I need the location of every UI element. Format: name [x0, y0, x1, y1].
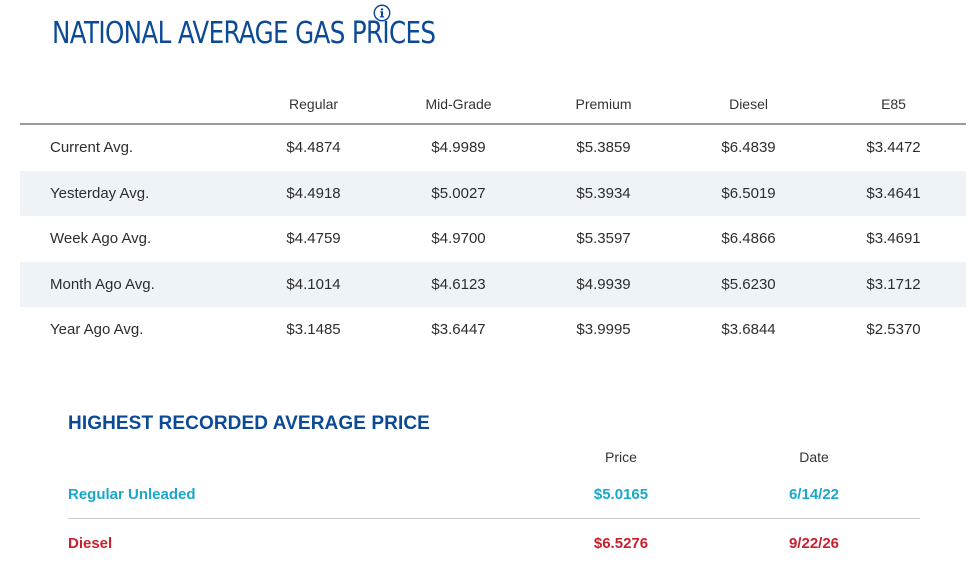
price-table: Regular Mid-Grade Premium Diesel E85 Cur… [20, 85, 966, 353]
column-header-e85: E85 [881, 96, 906, 112]
price-cell: $4.4759 [286, 230, 341, 248]
price-cell: $4.9989 [431, 139, 486, 157]
record-price: $6.5276 [593, 534, 649, 552]
page-title: NATIONAL AVERAGE GAS PRICES [52, 16, 436, 51]
price-cell: $5.3859 [576, 139, 631, 157]
table-row: Month Ago Avg. $4.1014 $4.6123 $4.9939 $… [20, 261, 966, 307]
column-header-date: Date [799, 449, 829, 465]
price-cell: $4.9939 [576, 275, 631, 293]
price-cell: $2.5370 [866, 321, 921, 339]
price-cell: $4.4874 [286, 139, 341, 157]
price-cell: $6.5019 [721, 184, 776, 202]
column-header-diesel: Diesel [729, 96, 768, 112]
title-area: NATIONAL AVERAGE GAS PRICES [52, 8, 520, 60]
table-row: Current Avg. $4.4874 $4.9989 $5.3859 $6.… [20, 125, 966, 171]
row-label: Current Avg. [50, 139, 134, 157]
price-cell: $3.6447 [431, 321, 486, 339]
record-row-regular-unleaded: Regular Unleaded $5.0165 6/14/22 [68, 470, 920, 519]
price-cell: $5.0027 [431, 184, 486, 202]
record-label: Regular Unleaded [68, 485, 196, 503]
price-cell: $3.4691 [866, 230, 921, 248]
price-cell: $5.3597 [576, 230, 631, 248]
row-label: Month Ago Avg. [50, 275, 155, 293]
price-cell: $6.4866 [721, 230, 776, 248]
price-cell: $3.6844 [721, 321, 776, 339]
price-cell: $3.1712 [866, 275, 921, 293]
price-cell: $4.4918 [286, 184, 341, 202]
table-row: Year Ago Avg. $3.1485 $3.6447 $3.9995 $3… [20, 307, 966, 353]
price-cell: $3.1485 [286, 321, 341, 339]
row-label: Week Ago Avg. [50, 230, 152, 248]
price-cell: $3.9995 [576, 321, 631, 339]
price-cell: $6.4839 [721, 139, 776, 157]
column-header-regular: Regular [289, 96, 339, 112]
price-cell: $5.6230 [721, 275, 776, 293]
highest-recorded-title: HIGHEST RECORDED AVERAGE PRICE [68, 413, 430, 434]
column-header-premium: Premium [575, 96, 632, 112]
column-header-price: Price [605, 449, 637, 465]
price-cell: $4.1014 [286, 275, 341, 293]
record-date: 6/14/22 [788, 485, 840, 503]
price-cell: $4.9700 [431, 230, 486, 248]
price-cell: $3.4641 [866, 184, 921, 202]
price-table-header: Regular Mid-Grade Premium Diesel E85 [20, 85, 966, 125]
price-cell: $5.3934 [576, 184, 631, 202]
record-price: $5.0165 [593, 485, 649, 503]
record-table-header: Price Date [68, 444, 920, 470]
row-label: Year Ago Avg. [50, 321, 144, 339]
price-cell: $4.6123 [431, 275, 486, 293]
column-header-mid-grade: Mid-Grade [425, 96, 492, 112]
row-label: Yesterday Avg. [50, 184, 150, 202]
record-row-diesel: Diesel $6.5276 9/22/26 [68, 519, 920, 567]
info-icon[interactable] [373, 4, 391, 22]
price-cell: $3.4472 [866, 139, 921, 157]
highest-recorded-table: Price Date Regular Unleaded $5.0165 6/14… [68, 444, 920, 567]
record-label: Diesel [68, 534, 113, 552]
table-row: Week Ago Avg. $4.4759 $4.9700 $5.3597 $6… [20, 216, 966, 262]
table-row: Yesterday Avg. $4.4918 $5.0027 $5.3934 $… [20, 170, 966, 216]
record-date: 9/22/26 [788, 534, 840, 552]
